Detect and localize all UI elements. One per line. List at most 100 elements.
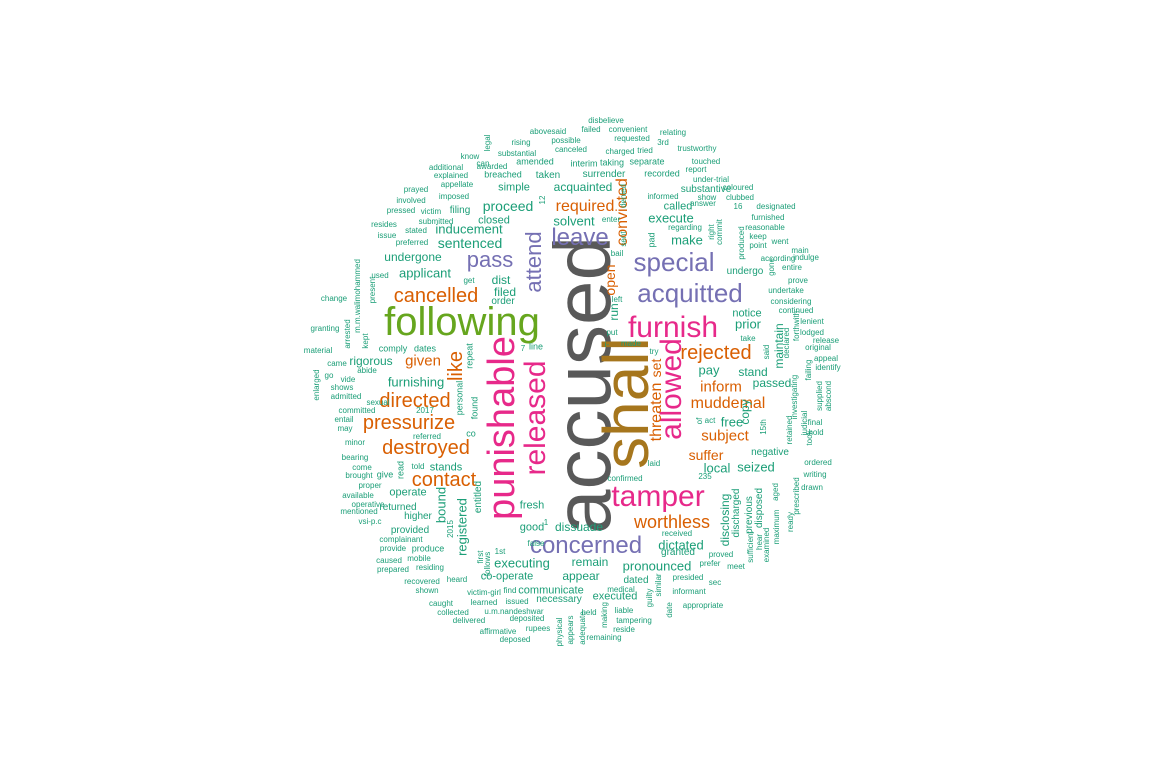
word-tampering: tampering [616,616,652,625]
word-said: said [762,344,771,360]
word-concerned: concerned [529,532,643,559]
word-prior: prior [734,316,762,332]
word-additional: additional [428,163,464,172]
word-simple: simple [498,181,530,194]
word-continued: continued [778,306,814,315]
word-present: present [368,276,377,304]
word-sentenced: sentenced [437,235,503,251]
word-can: can [476,159,490,168]
word-3rd: 3rd [657,138,669,147]
word-victim-girl: victim-girl [467,588,501,597]
word-get: get [463,276,475,285]
word-pressed: pressed [386,206,416,215]
word-inducement: inducement [435,221,503,237]
word-235: 235 [698,472,712,481]
word-stand: stand [738,365,768,379]
word-possible: possible [551,136,581,145]
word-learned: learned [470,598,498,607]
word-informant: informant [672,587,706,596]
word-involved: involved [396,196,426,205]
word-appears: appears [566,615,575,645]
word-according: according [760,254,796,263]
word-bound: bound [433,486,449,524]
word-make: make [671,232,703,248]
word-indulge: indulge [793,253,819,262]
word-passed: passed [752,376,792,390]
word-change: change [320,294,348,303]
word-physical: physical [555,617,564,647]
word-try: try [649,347,659,356]
word-required: required [555,198,615,215]
word-went: went [771,237,789,246]
word-seized: seized [737,459,775,475]
word-operative: operative [351,500,385,509]
word-canceled: canceled [554,145,588,154]
word-under-trial: under-trial [692,175,730,184]
word-forthwith: forthwith [792,310,801,342]
word-like: like [445,350,467,382]
word-directed: directed [379,390,451,412]
word-threaten: threaten [648,382,665,442]
word-sent: sent [619,231,628,247]
word-sufficient: sufficient [746,531,755,563]
word-appellate: appellate [440,180,474,189]
word-victim: victim [420,207,442,216]
word-contact: contact [411,469,477,491]
word-original: original [805,343,831,352]
word-came: came [327,359,347,368]
word-pressurize: pressurize [362,412,456,434]
word-affirmative: affirmative [479,627,517,636]
word-resides: resides [371,220,397,229]
word-retained: retained [785,415,794,445]
word-appear: appear [562,569,600,583]
word-given: given [405,352,441,370]
word-registered: registered [454,498,470,556]
word-pronounced: pronounced [622,558,692,574]
word-liable: liable [614,606,634,615]
word-presided: presided [672,573,704,582]
word-legal: legal [483,134,492,152]
word-remaining: remaining [586,633,622,642]
word-act: act [704,416,716,425]
word-may: may [337,424,353,433]
word-tamper: tamper [611,480,705,513]
word-taken: taken [535,170,561,181]
word-amended: amended [516,156,554,167]
word-mobile: mobile [407,554,431,563]
word-i-: i- [604,340,610,349]
word-granted: granted [661,547,695,558]
word-reside: reside [613,625,635,634]
word-appropriate: appropriate [682,601,724,610]
word-trustworthy: trustworthy [677,144,717,153]
word-repeat: repeat [464,343,475,369]
word-gone: gone [767,258,776,276]
word-punishable: punishable [481,336,523,520]
word-put: put [606,328,618,337]
word-release: release [812,336,840,345]
word-maximum: maximum [772,509,781,545]
word-medical: medical [607,585,635,594]
word-shows: shows [330,383,354,392]
word-local: local [703,460,731,476]
word-take: take [740,334,756,343]
word-muddemal: muddemal [690,395,766,412]
word-making: making [600,602,609,628]
word-used: used [371,271,389,280]
word-commit: commit [715,219,724,245]
word-released: released [519,360,552,476]
word-open: open [602,264,618,296]
word-furnish: furnish [627,311,719,344]
word-executing: executing [494,555,550,571]
word-designated: designated [756,202,796,211]
word-applicant: applicant [398,265,452,281]
word-pay: pay [698,362,720,378]
word-negative: negative [751,447,789,458]
word-undergo: undergo [726,266,764,277]
word-interim: interim [570,158,598,169]
word-caused: caused [376,556,402,565]
word-ordered: ordered [804,458,832,467]
word-returned: returned [379,502,417,513]
word-reasonable: reasonable [745,223,785,232]
word-pad: pad [646,232,657,248]
